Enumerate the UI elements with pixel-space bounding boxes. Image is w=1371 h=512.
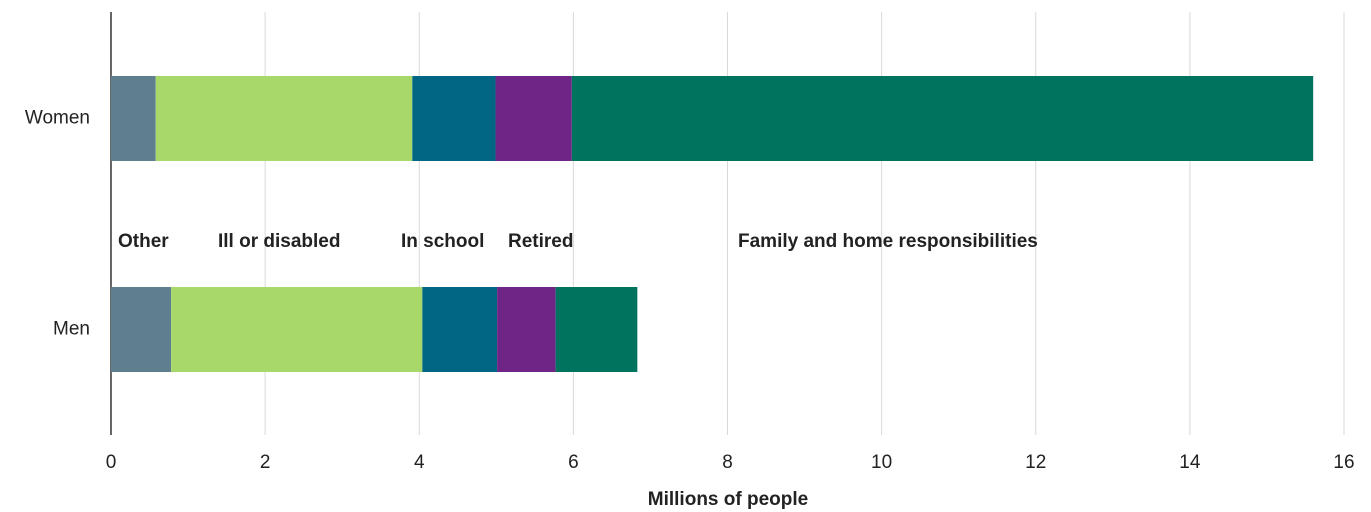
bar-segment [422, 287, 498, 372]
bar-segment [155, 76, 413, 161]
x-tick-label: 8 [722, 452, 733, 473]
bar-segment [555, 287, 638, 372]
bar-segment [412, 76, 496, 161]
x-axis-title: Millions of people [648, 489, 808, 510]
bar-segment [571, 76, 1314, 161]
x-tick-label: 14 [1179, 452, 1201, 473]
x-tick-label: 6 [568, 452, 579, 473]
bar-segment [497, 287, 556, 372]
x-tick-label: 2 [260, 452, 271, 473]
legend-label: Ill or disabled [218, 231, 340, 252]
y-tick-label: Men [53, 319, 90, 340]
bar-segment [111, 287, 172, 372]
x-tick-label: 16 [1333, 452, 1354, 473]
x-tick-label: 0 [106, 452, 117, 473]
y-tick-label: Women [25, 108, 90, 129]
x-tick-label: 10 [871, 452, 892, 473]
x-tick-label: 12 [1025, 452, 1046, 473]
legend-label: Retired [508, 231, 573, 252]
legend-label: Other [118, 231, 169, 252]
bar-segment [495, 76, 572, 161]
bar-segment [111, 76, 156, 161]
x-tick-label: 4 [414, 452, 425, 473]
bar-segment [171, 287, 423, 372]
legend-label: Family and home responsibilities [738, 231, 1038, 252]
legend-label: In school [401, 231, 484, 252]
